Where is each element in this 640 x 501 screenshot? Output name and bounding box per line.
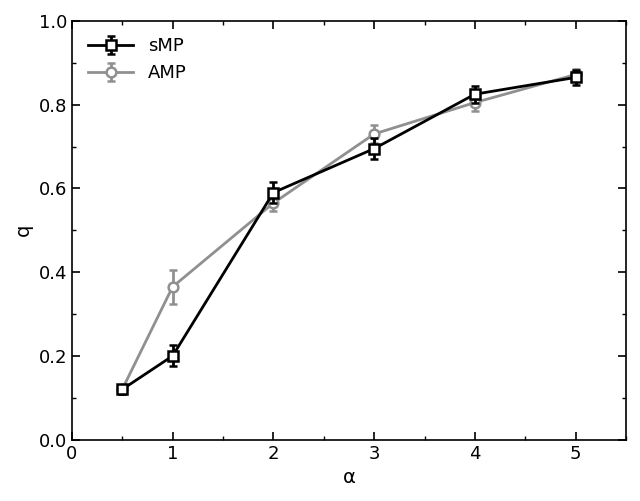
Legend: sMP, AMP: sMP, AMP	[81, 30, 194, 89]
X-axis label: α: α	[342, 468, 355, 487]
Y-axis label: q: q	[14, 224, 33, 236]
